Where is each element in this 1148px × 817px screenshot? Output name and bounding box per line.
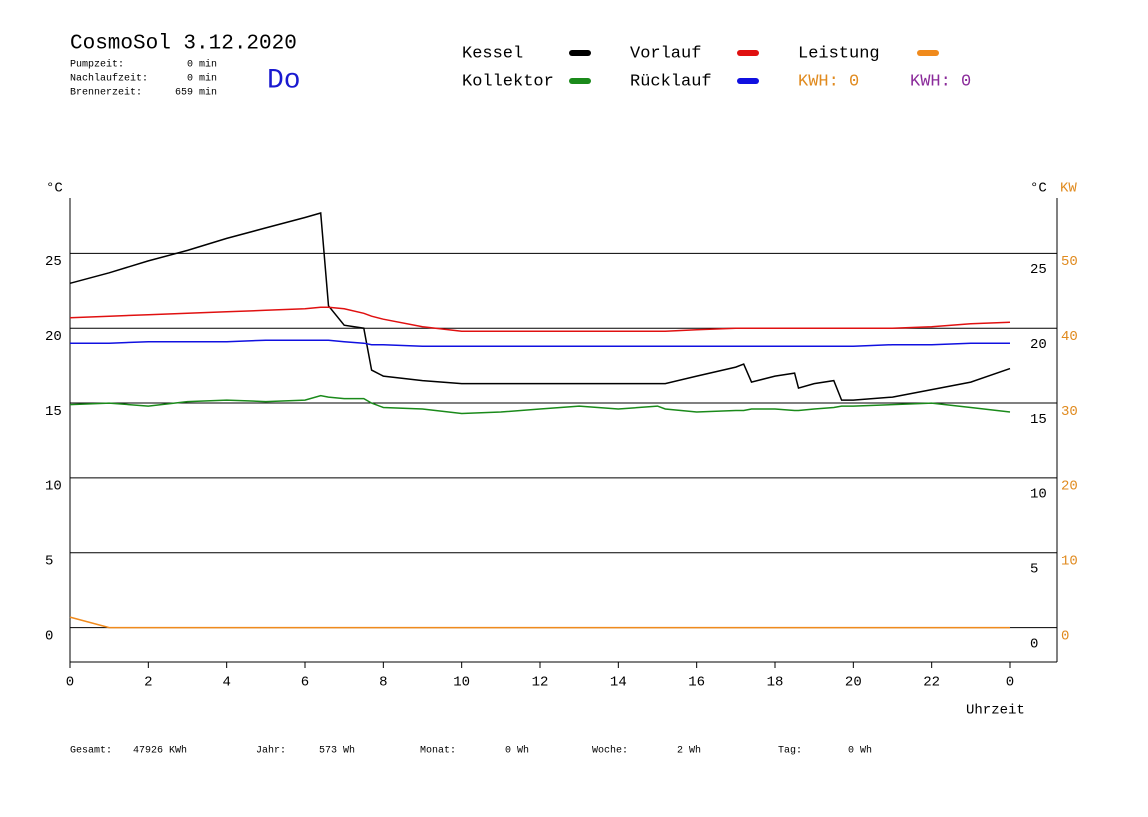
x-tick-label: 18 xyxy=(767,675,784,691)
x-tick-label: 22 xyxy=(923,675,940,691)
y-tick-label-right: 10 xyxy=(1030,487,1047,503)
y2-tick-label: 40 xyxy=(1061,329,1078,345)
y2-unit: KW xyxy=(1060,181,1077,197)
y-tick-label-right: 0 xyxy=(1030,636,1038,652)
total-value: 0 Wh xyxy=(505,745,529,757)
day-label: Do xyxy=(267,65,301,96)
legend-label: Vorlauf xyxy=(630,44,701,63)
x-tick-label: 8 xyxy=(379,675,387,691)
y-unit-right: °C xyxy=(1030,181,1047,197)
y2-tick-label: 20 xyxy=(1061,479,1078,495)
y-tick-label-right: 5 xyxy=(1030,561,1038,577)
legend-label: Kollektor xyxy=(462,72,554,91)
chart-title: CosmoSol 3.12.2020 xyxy=(70,33,297,56)
total-label: Tag: xyxy=(778,746,802,757)
total-value: 0 Wh xyxy=(848,745,872,757)
total-value: 2 Wh xyxy=(677,745,701,757)
legend-label: Leistung xyxy=(798,44,880,63)
total-value: 47926 KWh xyxy=(133,745,187,757)
y-tick-label-right: 20 xyxy=(1030,337,1047,353)
y-tick-label: 5 xyxy=(45,553,53,569)
y2-tick-label: 10 xyxy=(1061,553,1078,569)
x-tick-label: 2 xyxy=(144,675,152,691)
info-value: 659 min xyxy=(175,87,217,99)
info-label: Pumpzeit: xyxy=(70,59,124,71)
kwh-label: KWH: 0 xyxy=(910,72,971,91)
y-tick-label: 15 xyxy=(45,404,62,420)
info-value: 0 min xyxy=(187,73,217,85)
total-value: 573 Wh xyxy=(319,745,355,757)
x-tick-label: 20 xyxy=(845,675,862,691)
y-tick-label: 20 xyxy=(45,329,62,345)
total-label: Monat: xyxy=(420,746,456,757)
x-axis-label: Uhrzeit xyxy=(966,703,1025,719)
x-tick-label: 6 xyxy=(301,675,309,691)
y-tick-label: 10 xyxy=(45,479,62,495)
x-tick-label: 0 xyxy=(1006,675,1014,691)
y-tick-label: 0 xyxy=(45,628,53,644)
kwh-label: KWH: 0 xyxy=(798,72,859,91)
total-label: Gesamt: xyxy=(70,746,112,757)
info-value: 0 min xyxy=(187,59,217,71)
series-line xyxy=(70,339,1010,347)
y-tick-label-right: 15 xyxy=(1030,412,1047,428)
series-line xyxy=(69,394,1011,415)
y-tick-label: 25 xyxy=(45,254,62,270)
x-tick-label: 0 xyxy=(66,675,74,691)
info-label: Nachlaufzeit: xyxy=(70,73,148,85)
series-line xyxy=(69,306,1011,332)
y2-tick-label: 0 xyxy=(1061,628,1069,644)
y-tick-label-right: 25 xyxy=(1030,262,1047,278)
series-line xyxy=(69,616,1010,629)
x-tick-label: 12 xyxy=(532,675,549,691)
x-tick-label: 14 xyxy=(610,675,627,691)
x-tick-label: 4 xyxy=(222,675,230,691)
y-unit: °C xyxy=(46,181,63,197)
legend-label: Kessel xyxy=(462,44,523,63)
y2-tick-label: 30 xyxy=(1061,404,1078,420)
legend-label: Rücklauf xyxy=(630,72,712,91)
info-label: Brennerzeit: xyxy=(70,87,142,99)
series-line xyxy=(69,212,1011,401)
x-tick-label: 16 xyxy=(688,675,705,691)
x-tick-label: 10 xyxy=(453,675,470,691)
total-label: Jahr: xyxy=(256,745,286,757)
total-label: Woche: xyxy=(592,745,628,757)
y2-tick-label: 50 xyxy=(1061,254,1078,270)
